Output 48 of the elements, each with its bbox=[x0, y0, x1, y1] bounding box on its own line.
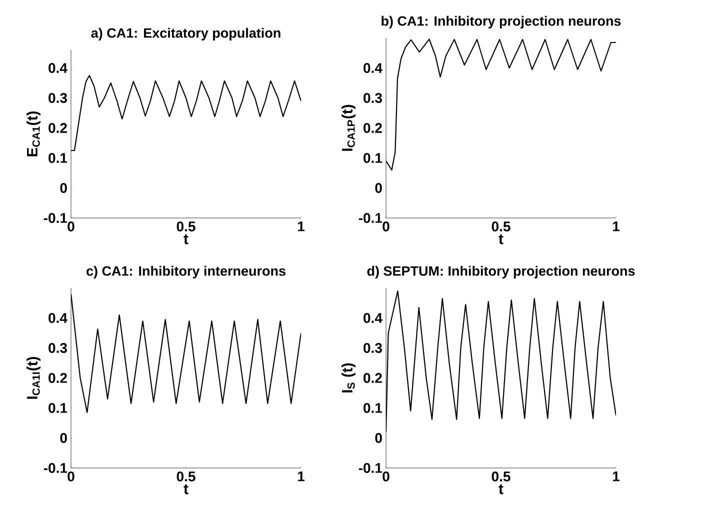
y-tick-label: 0.2 bbox=[48, 123, 67, 133]
y-tick-label: 0.2 bbox=[48, 373, 67, 383]
y-tick-label: 0.1 bbox=[48, 403, 68, 413]
y-axis-title: I$_{CA1I}$(t) bbox=[26, 356, 40, 399]
y-tick-label: 0 bbox=[60, 433, 67, 443]
chart-title: a) CA1: Excitatory population bbox=[91, 28, 280, 40]
y-tick-label: 0.4 bbox=[48, 313, 68, 323]
chart-title: d) SEPTUM: Inhibitory projection neurons bbox=[367, 266, 635, 278]
y-tick-label: 0 bbox=[375, 433, 382, 443]
x-tick-label: 0 bbox=[68, 222, 74, 232]
x-tick-label: 1 bbox=[612, 222, 620, 232]
x-axis-title: t bbox=[498, 234, 504, 244]
x-tick-label: 0 bbox=[382, 472, 390, 482]
y-tick-label: -0.1 bbox=[44, 213, 68, 223]
y-tick-label: 0.3 bbox=[364, 343, 382, 353]
y-tick-label: -0.1 bbox=[358, 213, 382, 223]
y-tick-label: -0.1 bbox=[358, 463, 382, 473]
y-tick-label: 0.3 bbox=[48, 343, 67, 353]
y-tick-label: 0.4 bbox=[364, 63, 382, 73]
x-tick-label: 0.5 bbox=[176, 222, 196, 232]
y-tick-label: 0.4 bbox=[364, 313, 382, 323]
x-tick-label: 0 bbox=[68, 472, 74, 482]
x-axis-title: t bbox=[184, 234, 188, 244]
x-tick-label: 0 bbox=[382, 222, 390, 232]
y-tick-label: 0 bbox=[375, 183, 382, 193]
x-axis-title: t bbox=[184, 484, 188, 494]
y-axis-title: I$_{CA1P}$(t) bbox=[342, 104, 356, 151]
y-axis-title: E$_{CA1}$(t) bbox=[26, 111, 40, 156]
y-tick-label: 0.1 bbox=[364, 403, 382, 413]
y-tick-label: 0.3 bbox=[364, 93, 382, 103]
x-tick-label: 0.5 bbox=[176, 472, 196, 482]
x-tick-label: 0.5 bbox=[492, 472, 510, 482]
y-tick-label: 0.3 bbox=[48, 93, 67, 103]
y-tick-label: 0.2 bbox=[364, 123, 382, 133]
y-tick-label: -0.1 bbox=[44, 463, 68, 473]
x-tick-label: 1 bbox=[298, 222, 305, 232]
y-axis-title: I$_{S}$ (t) bbox=[342, 363, 356, 392]
chart-title: c) CA1: Inhibitory interneurons bbox=[86, 266, 286, 278]
x-tick-label: 1 bbox=[298, 472, 305, 482]
y-tick-label: 0.4 bbox=[48, 63, 68, 73]
y-tick-label: 0 bbox=[60, 183, 67, 193]
x-tick-label: 0.5 bbox=[492, 222, 510, 232]
x-axis-title: t bbox=[498, 484, 504, 494]
y-tick-label: 0.2 bbox=[364, 373, 382, 383]
chart-title: b) CA1: Inhibitory projection neurons bbox=[382, 16, 621, 28]
y-tick-label: 0.1 bbox=[48, 153, 68, 163]
x-tick-label: 1 bbox=[612, 472, 620, 482]
y-tick-label: 0.1 bbox=[364, 153, 382, 163]
